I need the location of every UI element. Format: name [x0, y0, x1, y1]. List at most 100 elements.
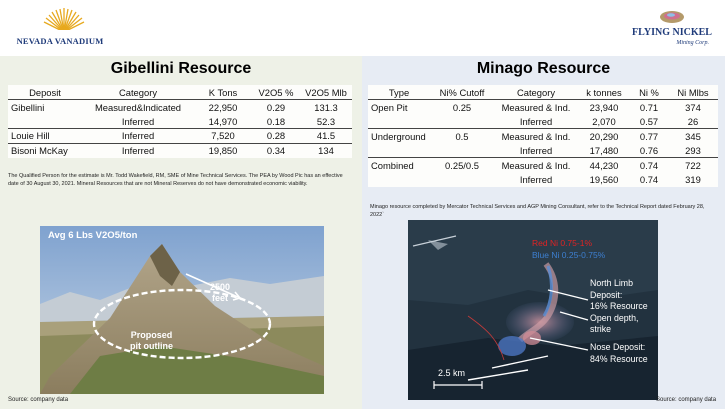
minago-table: Type Ni% Cutoff Category k tonnes Ni % N…	[368, 85, 718, 187]
minago-footnote: Minago resource completed by Mercator Te…	[370, 204, 705, 218]
cell-type	[368, 143, 430, 158]
legend-red-grade: Red Ni 0.75-1%	[532, 238, 593, 248]
header: NEVADA VANADIUM FLYING NICKEL Mining Cor…	[0, 0, 725, 56]
table-row: Bisoni McKay Inferred 19,850 0.34 134	[8, 142, 352, 158]
nevada-vanadium-logo: NEVADA VANADIUM	[8, 6, 112, 50]
cell-ni-mlbs: 722	[668, 157, 718, 172]
cell-k-tons: 7,520	[194, 128, 252, 143]
flying-nickel-logo: FLYING NICKEL Mining Corp.	[629, 8, 715, 52]
cell-cutoff	[430, 172, 494, 187]
table-row: Open Pit 0.25 Measured & Ind. 23,940 0.7…	[368, 99, 718, 114]
cell-k-tons: 14,970	[208, 115, 238, 127]
cell-ni-pct: 0.57	[639, 115, 659, 127]
cell-v2o5-pct: 0.18	[266, 115, 286, 127]
pit-outline-label: Proposed pit outline	[130, 330, 173, 352]
col-category: Category	[494, 85, 578, 100]
cell-category: Inferred	[121, 115, 155, 127]
cell-type	[368, 172, 430, 187]
cell-v2o5-pct: 0.29	[266, 101, 286, 113]
cell-deposit: Gibellini	[11, 101, 45, 113]
cell-category: Measured&Indicated	[95, 101, 181, 113]
gibellini-footnote: The Qualified Person for the estimate is…	[8, 173, 343, 187]
col-k-tons: K Tons	[194, 85, 252, 100]
cell-category: Measured & Ind.	[501, 101, 571, 113]
col-category: Category	[82, 85, 194, 100]
cell-ni-pct: 0.74	[639, 173, 659, 185]
nose-deposit-callout: Nose Deposit: 84% Resource	[590, 342, 648, 365]
cell-k-tonnes: 2,070	[592, 115, 616, 127]
cell-v2o5-mlb: 52.3	[316, 115, 336, 127]
gibellini-title: Gibellini Resource	[110, 60, 252, 77]
col-k-tonnes: k tonnes	[578, 85, 630, 100]
legend-blue-grade: Blue Ni 0.25-0.75%	[532, 250, 606, 260]
height-label: 2500 feet	[210, 282, 230, 304]
cell-cutoff: 0.25/0.5	[430, 157, 494, 172]
north-limb-line2: Deposit:	[590, 289, 623, 300]
minago-title: Minago Resource	[476, 60, 611, 77]
deposit-map-illustration	[408, 220, 658, 400]
cell-v2o5-mlb: 134	[300, 142, 352, 158]
table-row: Inferred 17,480 0.76 293	[368, 143, 718, 158]
table-header-row: Type Ni% Cutoff Category k tonnes Ni % N…	[368, 85, 718, 100]
cell-cutoff: 0.25	[452, 101, 472, 113]
cell-k-tonnes: 17,480	[589, 144, 619, 156]
cell-deposit	[8, 114, 82, 129]
minago-panel: Minago Resource Type Ni% Cutoff Category…	[362, 56, 725, 409]
cell-category: Inferred	[519, 173, 553, 185]
cell-category: Inferred	[519, 144, 553, 156]
sunburst-icon	[42, 8, 86, 34]
gibellini-panel: Gibellini Resource Deposit Category K To…	[0, 56, 362, 409]
table-row: Underground 0.5 Measured & Ind. 20,290 0…	[368, 128, 718, 143]
cell-ni-pct: 0.74	[630, 157, 668, 172]
gibellini-source: Source: company data	[8, 397, 69, 403]
cell-type: Combined	[368, 157, 430, 172]
north-limb-callout: North Limb Deposit: 16% Resource Open de…	[590, 278, 658, 336]
col-deposit: Deposit	[8, 85, 82, 100]
cell-deposit: Bisoni McKay	[8, 142, 82, 158]
pit-label-line1: Proposed	[130, 330, 173, 340]
table-row: Louie Hill Inferred 7,520 0.28 41.5	[8, 128, 352, 143]
cell-k-tonnes: 19,560	[589, 173, 619, 185]
cell-v2o5-mlb: 41.5	[300, 128, 352, 143]
cell-category: Measured & Ind.	[494, 157, 578, 172]
cell-ni-mlbs: 293	[685, 144, 701, 156]
cell-category: Measured & Ind.	[494, 128, 578, 143]
map-legend: Red Ni 0.75-1% Blue Ni 0.25-0.75%	[532, 238, 605, 260]
cell-k-tons: 22,950	[208, 101, 238, 113]
table-header-row: Deposit Category K Tons V2O5 % V2O5 Mlb	[8, 85, 352, 100]
col-type: Type	[368, 85, 430, 100]
table-row: Inferred 14,970 0.18 52.3	[8, 114, 352, 129]
cell-type: Open Pit	[371, 101, 408, 113]
col-cutoff: Ni% Cutoff	[430, 85, 494, 100]
cell-v2o5-pct: 0.34	[252, 142, 300, 158]
mountain-illustration	[40, 226, 324, 394]
cell-deposit: Louie Hill	[8, 128, 82, 143]
cell-v2o5-mlb: 131.3	[314, 101, 338, 113]
table-row: Gibellini Measured&Indicated 22,950 0.29…	[8, 99, 352, 114]
cell-cutoff: 0.5	[430, 128, 494, 143]
cell-ni-pct: 0.76	[639, 144, 659, 156]
col-ni-pct: Ni %	[630, 85, 668, 100]
height-label-unit: feet	[212, 293, 229, 303]
cell-cutoff	[430, 143, 494, 158]
gibellini-photo: Avg 6 Lbs V2O5/ton 2500 feet Proposed pi…	[40, 226, 324, 394]
north-limb-line1: North Limb	[590, 278, 634, 288]
nose-line2: 84% Resource	[590, 353, 648, 364]
table-row: Inferred 19,560 0.74 319	[368, 172, 718, 187]
cell-type	[368, 114, 430, 129]
cell-type: Underground	[368, 128, 430, 143]
nevada-vanadium-wordmark: NEVADA VANADIUM	[16, 36, 104, 46]
north-limb-line3: 16% Resource	[590, 301, 648, 311]
cell-k-tonnes: 20,290	[578, 128, 630, 143]
grade-label: Avg 6 Lbs V2O5/ton	[48, 230, 138, 241]
cell-k-tons: 19,850	[194, 142, 252, 158]
cell-k-tonnes: 23,940	[589, 101, 619, 113]
cell-ni-mlbs: 345	[668, 128, 718, 143]
cell-ni-mlbs: 26	[687, 115, 699, 127]
pit-label-line2: pit outline	[130, 341, 173, 351]
flying-nickel-wordmark: FLYING NICKEL	[632, 27, 712, 38]
cell-ni-mlbs: 374	[685, 101, 701, 113]
cell-k-tonnes: 44,230	[578, 157, 630, 172]
gibellini-table: Deposit Category K Tons V2O5 % V2O5 Mlb …	[8, 85, 352, 158]
col-ni-mlbs: Ni Mlbs	[668, 85, 718, 100]
